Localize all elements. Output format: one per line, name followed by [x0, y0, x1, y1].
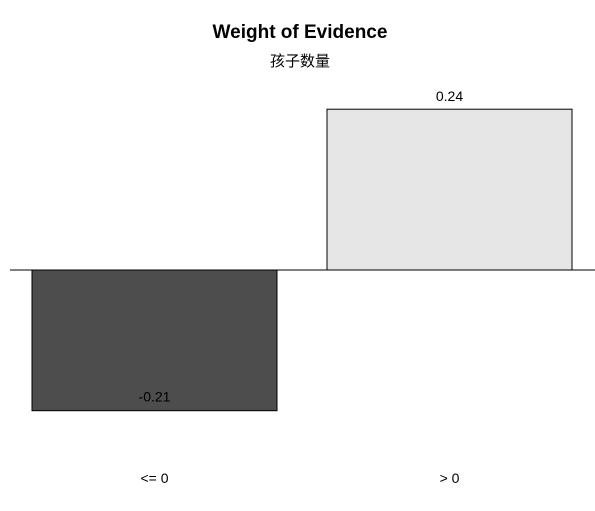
bar-le-0	[31, 269, 278, 412]
labels-group: -0.21 <= 0 0.24 > 0	[139, 88, 464, 486]
chart-subtitle: 孩子数量	[270, 53, 330, 70]
value-label: -0.21	[139, 389, 171, 405]
category-label: > 0	[440, 470, 460, 486]
bars-group	[31, 108, 573, 412]
value-label: 0.24	[436, 88, 463, 104]
bar-gt-0	[326, 108, 573, 271]
chart-title: Weight of Evidence	[213, 22, 388, 43]
category-label: <= 0	[140, 470, 168, 486]
